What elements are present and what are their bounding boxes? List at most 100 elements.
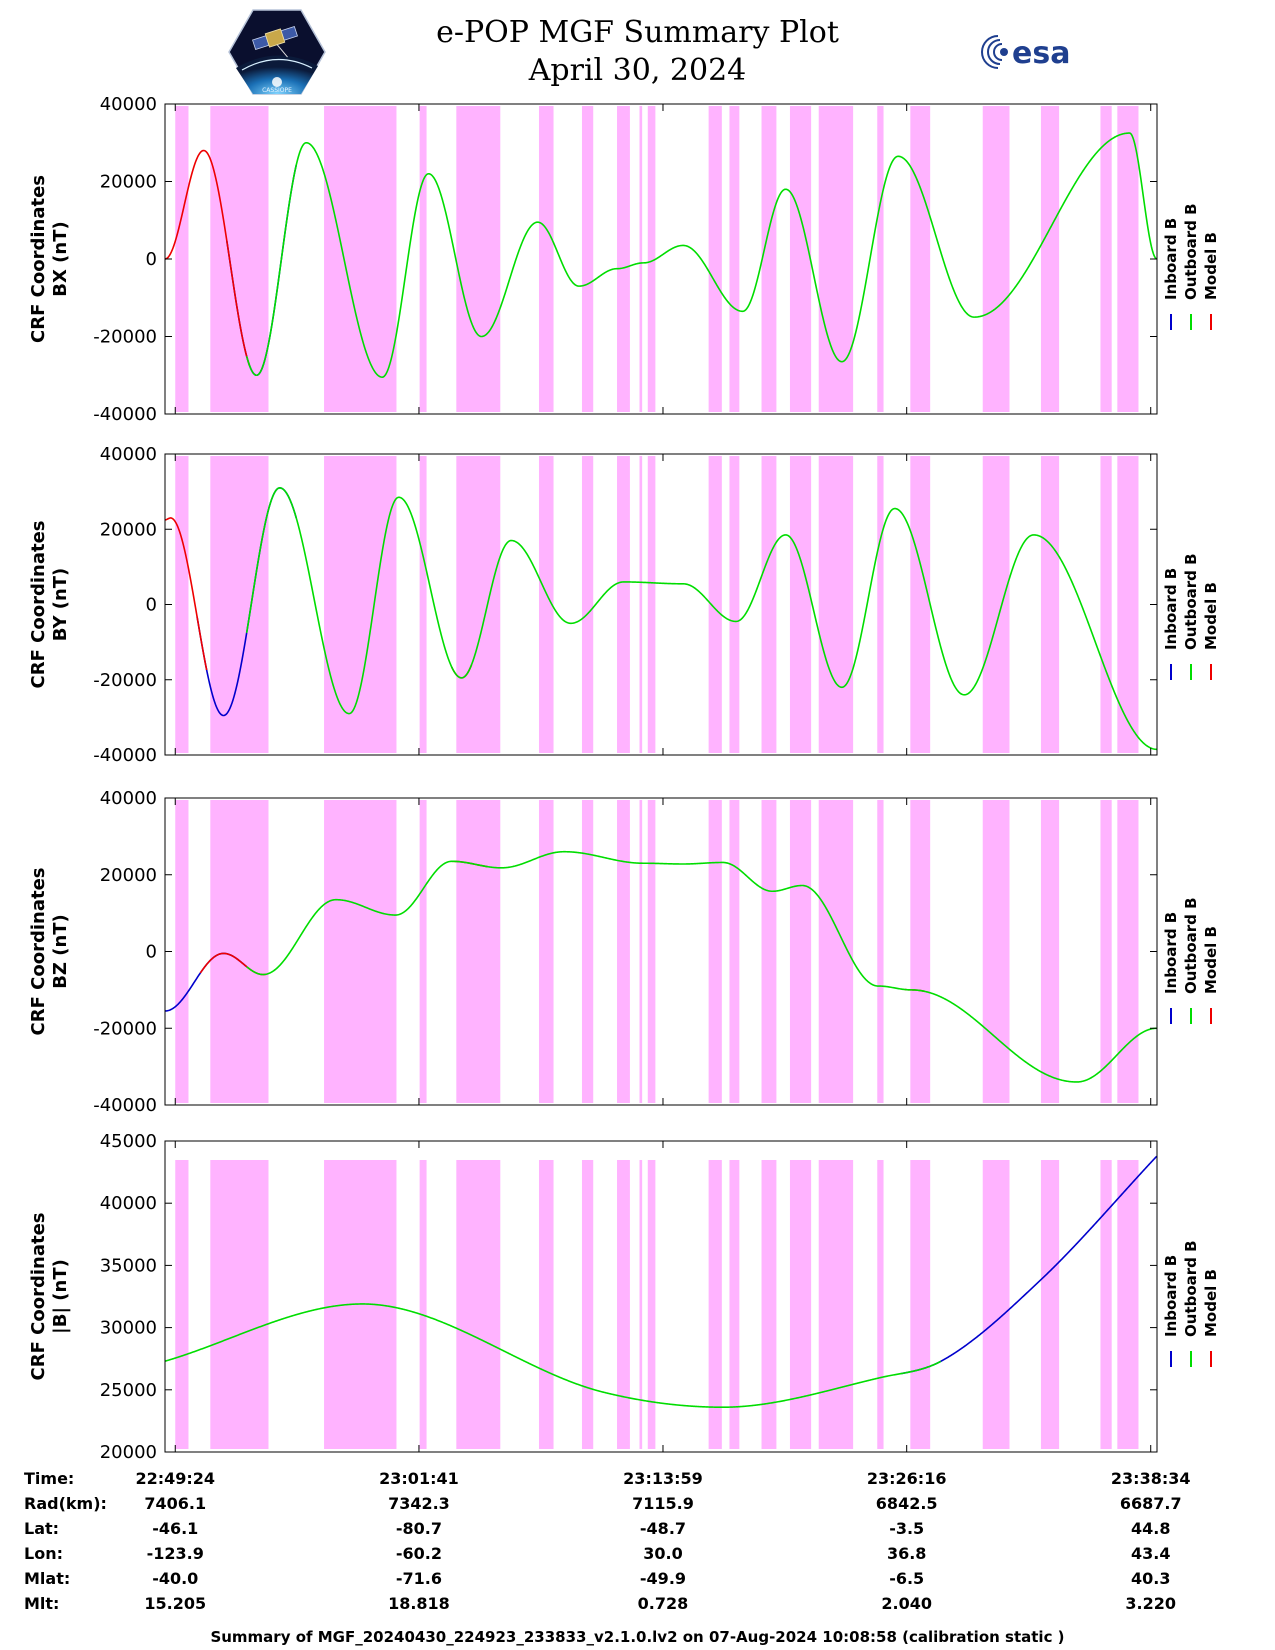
y-tick-label: -40000	[93, 1095, 157, 1116]
esa-logo-icon: esa	[981, 35, 1070, 71]
ephemeris-value: 22:49:24	[135, 1469, 215, 1488]
y-axis-label: CRF Coordinates BZ (nT)	[28, 868, 71, 1036]
y-tick-label: 35000	[100, 1255, 157, 1276]
ephemeris-value: -6.5	[889, 1569, 924, 1588]
esa-logo: esa	[978, 30, 1093, 74]
y-axis-label: CRF Coordinates BY (nT)	[28, 521, 71, 689]
shaded-band	[456, 456, 501, 753]
shaded-band	[538, 456, 554, 753]
ephemeris-value: 6687.7	[1120, 1494, 1182, 1513]
y-tick-label: 20000	[100, 865, 157, 886]
legend-label-model: Model B	[1202, 232, 1220, 300]
shaded-band	[910, 106, 931, 412]
shaded-band	[419, 1160, 427, 1449]
shaded-band	[617, 456, 630, 753]
y-tick-label: 45000	[100, 1131, 157, 1152]
shaded-band	[456, 800, 501, 1103]
y-tick-label: -20000	[93, 1018, 157, 1039]
y-axis-label: CRF Coordinates BX (nT)	[28, 175, 71, 343]
shaded-band	[877, 456, 884, 753]
shaded-band	[818, 106, 854, 412]
y-tick-label: -20000	[93, 670, 157, 691]
series-outboard-line	[245, 487, 1157, 751]
shaded-band	[982, 800, 1010, 1103]
shaded-band	[581, 456, 594, 753]
shaded-band	[639, 1160, 643, 1449]
y-tick-label: 30000	[100, 1318, 157, 1339]
y-tick-label: 20000	[100, 519, 157, 540]
shaded-band	[761, 106, 777, 412]
ephemeris-row-label: Lon:	[24, 1544, 63, 1563]
shaded-band	[910, 1160, 931, 1449]
y-tick-label: 40000	[100, 1193, 157, 1214]
y-tick-label: -40000	[93, 745, 157, 766]
svg-text:CASSIOPE: CASSIOPE	[262, 87, 292, 94]
ephemeris-value: -49.9	[640, 1569, 686, 1588]
shaded-band	[708, 800, 722, 1103]
plot-frame	[164, 1140, 1158, 1453]
shaded-band	[419, 456, 427, 753]
shaded-band	[581, 800, 594, 1103]
shaded-band	[818, 1160, 854, 1449]
ephemeris-value: 7342.3	[388, 1494, 450, 1513]
shaded-band	[877, 1160, 884, 1449]
y-tick-label: 40000	[100, 94, 157, 115]
ephemeris-value: 23:38:34	[1111, 1469, 1191, 1488]
shaded-band	[910, 800, 931, 1103]
ephemeris-row-label: Time:	[24, 1469, 74, 1488]
legend-label-outboard: Outboard B	[1182, 1240, 1200, 1337]
ephemeris-value: -123.9	[147, 1544, 204, 1563]
shaded-band	[910, 456, 931, 753]
shaded-band	[729, 456, 740, 753]
shaded-band	[639, 106, 643, 412]
ephemeris-value: 44.8	[1131, 1519, 1170, 1538]
series-model-line	[164, 517, 208, 671]
series-outboard-line	[164, 1303, 942, 1409]
esa-logo-text: esa	[1012, 36, 1070, 71]
ephemeris-row-label: Mlt:	[24, 1594, 59, 1613]
legend-label-inboard: Inboard B	[1162, 1255, 1180, 1337]
ephemeris-value: 6842.5	[876, 1494, 938, 1513]
ephemeris-row-label: Rad(km):	[24, 1494, 107, 1513]
shaded-band	[617, 1160, 630, 1449]
shaded-band	[877, 800, 884, 1103]
y-axis-label-line-2: BY (nT)	[50, 568, 71, 642]
y-tick-label: 0	[146, 595, 157, 616]
legend-label-inboard: Inboard B	[1162, 568, 1180, 650]
y-tick-label: -40000	[93, 404, 157, 425]
shaded-band	[708, 456, 722, 753]
shaded-band	[877, 106, 884, 412]
shaded-band	[1040, 1160, 1060, 1449]
shaded-band	[1117, 800, 1139, 1103]
shaded-band	[456, 106, 501, 412]
title-line-1: e-POP MGF Summary Plot	[436, 15, 839, 50]
footer-caption: Summary of MGF_20240430_224923_233833_v2…	[210, 1628, 1065, 1646]
shaded-band	[538, 1160, 554, 1449]
ephemeris-value: 23:13:59	[623, 1469, 703, 1488]
shaded-band	[175, 1160, 189, 1449]
ephemeris-value: 23:26:16	[867, 1469, 947, 1488]
series-outboard-line	[245, 132, 1158, 378]
y-tick-label: 0	[146, 249, 157, 270]
shaded-band	[789, 456, 812, 753]
ephemeris-value: 36.8	[887, 1544, 926, 1563]
shaded-band	[538, 800, 554, 1103]
y-axis-label-line-1: CRF Coordinates	[28, 175, 49, 343]
shaded-band	[729, 800, 740, 1103]
legend-label-model: Model B	[1202, 582, 1220, 650]
y-axis-label-line-2: BZ (nT)	[50, 914, 71, 989]
shaded-band	[982, 106, 1010, 412]
ephemeris-value: -80.7	[396, 1519, 442, 1538]
legend: Inboard B Outboard B Model B	[1162, 897, 1220, 1024]
panel-4: 20000 25000 30000 35000 40000 45000 CRF Coordi…	[28, 1131, 1220, 1463]
y-tick-label: 40000	[100, 788, 157, 809]
legend-label-model: Model B	[1202, 926, 1220, 994]
shaded-band	[1040, 456, 1060, 753]
y-tick-label: 20000	[100, 1442, 157, 1463]
ephemeris-value: -60.2	[396, 1544, 442, 1563]
shaded-band	[538, 106, 554, 412]
shaded-band	[1040, 106, 1060, 412]
ephemeris-value: 23:01:41	[379, 1469, 459, 1488]
shaded-band	[581, 1160, 594, 1449]
